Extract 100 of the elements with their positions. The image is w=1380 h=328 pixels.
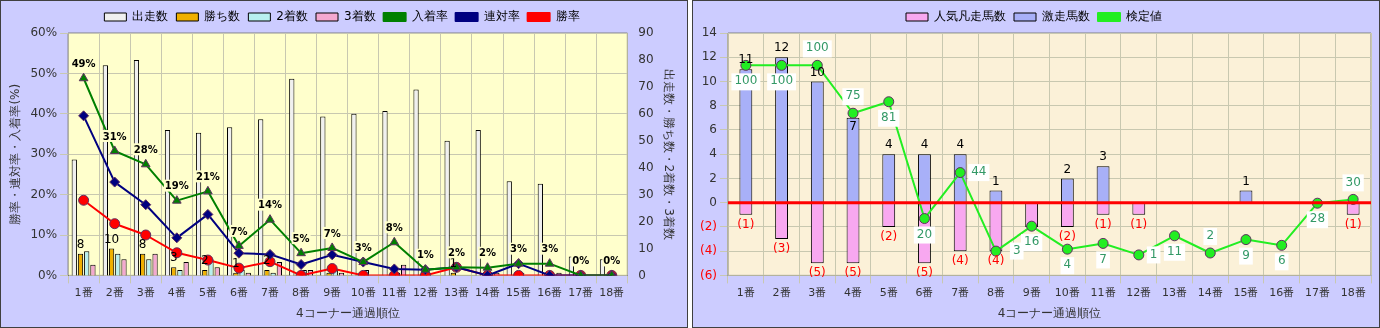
y2-tick-label: 30	[638, 186, 654, 201]
legend-label: 検定値	[1126, 9, 1162, 24]
data-label: 28	[1309, 211, 1326, 226]
x-tick-label: 12番	[412, 285, 438, 299]
data-label: 0%	[603, 254, 621, 266]
data-label: 7	[849, 118, 857, 133]
y-tick-label: 10	[701, 73, 717, 88]
y-tick-label: 30%	[30, 146, 58, 161]
data-label: 11	[1166, 243, 1183, 258]
data-label: (5)	[844, 265, 862, 280]
data-label: 44	[971, 164, 987, 179]
x-tick-label: 17番	[1304, 285, 1330, 299]
x-tick-label: 1番	[74, 285, 93, 299]
data-label: 8	[76, 236, 85, 251]
x-tick-label: 9番	[1022, 285, 1041, 299]
data-label: 49%	[71, 57, 96, 69]
data-label: (1)	[1344, 216, 1362, 231]
data-label: 1	[449, 255, 458, 270]
data-label: 16	[1024, 234, 1040, 249]
x-tick-label: 14番	[475, 285, 501, 299]
x-tick-label: 8番	[292, 285, 311, 299]
y2-tick-label: 80	[638, 52, 654, 67]
x-tick-label: 18番	[599, 285, 625, 299]
data-label: 8%	[385, 221, 403, 233]
x-tick-label: 8番	[986, 285, 1005, 299]
x-tick-label: 2番	[772, 285, 791, 299]
legend-label: 勝率	[555, 9, 580, 24]
y2-tick-label: 60	[638, 105, 654, 120]
y-tick-label: 50%	[30, 65, 58, 80]
data-label: 3	[1012, 242, 1021, 257]
legend-label: 激走馬数	[1042, 9, 1090, 24]
data-label: 30	[1345, 174, 1361, 189]
data-label: 19%	[164, 180, 189, 192]
data-label: 1	[1149, 246, 1158, 261]
x-tick-label: 9番	[323, 285, 342, 299]
legend-label: 3着数	[344, 9, 376, 24]
y-tick-label: 8	[709, 97, 717, 112]
y2-tick-label: 40	[638, 159, 654, 174]
x-tick-label: 11番	[381, 285, 407, 299]
data-label: 6	[1277, 253, 1286, 268]
data-label: (2)	[1058, 229, 1076, 244]
data-label: 5%	[292, 232, 310, 244]
data-label: 1	[1242, 173, 1250, 188]
x-tick-label: 7番	[951, 285, 970, 299]
x-tick-label: 16番	[1269, 285, 1295, 299]
y-tick-label: 40%	[30, 105, 58, 120]
x-tick-label: 18番	[1340, 285, 1366, 299]
x-tick-label: 1番	[736, 285, 755, 299]
y2-tick-label: 70	[638, 78, 654, 93]
data-label: (1)	[1130, 216, 1148, 231]
data-label: 20	[916, 226, 933, 241]
y-tick-label: 4	[709, 146, 717, 161]
data-label: 12	[773, 40, 790, 55]
legend-label: 人気凡走馬数	[934, 9, 1006, 24]
data-label: 1%	[416, 249, 434, 261]
x-tick-label: 5番	[879, 285, 898, 299]
data-label: 2	[1063, 161, 1072, 176]
data-label: (4)	[987, 253, 1005, 268]
legend-label: 連対率	[483, 9, 520, 24]
y-tick-label: 12	[701, 49, 717, 64]
data-label: (1)	[737, 216, 755, 231]
data-label: 100	[734, 73, 758, 88]
x-tick-label: 5番	[198, 285, 217, 299]
data-label: 3%	[510, 243, 528, 255]
data-label: 4	[1063, 257, 1072, 272]
data-label: (5)	[915, 265, 933, 280]
data-label: 2	[1206, 228, 1215, 243]
y-tick-label: (6)	[700, 267, 717, 282]
y-tick-label: 0	[709, 194, 717, 209]
y-tick-label: 6	[709, 122, 717, 137]
y2-tick-label: 50	[638, 132, 654, 147]
legend-label: 出走数	[132, 9, 169, 24]
y-tick-label: 14	[701, 25, 717, 40]
x-tick-label: 15番	[506, 285, 532, 299]
x-tick-label: 3番	[808, 285, 827, 299]
data-label: 7%	[230, 225, 248, 237]
x-tick-label: 10番	[1054, 285, 1080, 299]
y2-axis-title: 出走数・勝ち数・2着数・3着数	[661, 68, 676, 240]
data-label: 21%	[195, 170, 220, 182]
x-tick-label: 4番	[844, 285, 863, 299]
y2-tick-label: 10	[638, 240, 654, 255]
data-label: 31%	[102, 130, 127, 142]
data-label: 7	[1099, 251, 1107, 266]
data-label: (3)	[773, 241, 791, 256]
data-label: 100	[805, 40, 829, 55]
x-tick-label: 12番	[1126, 285, 1152, 299]
x-tick-label: 13番	[443, 285, 469, 299]
x-axis-title: 4コーナー通過順位	[295, 305, 400, 320]
data-label: 4	[884, 137, 893, 152]
x-tick-label: 3番	[136, 285, 155, 299]
y-tick-label: (4)	[700, 243, 717, 258]
x-tick-label: 6番	[229, 285, 248, 299]
data-label: 1	[992, 173, 1000, 188]
data-label: (4)	[951, 253, 969, 268]
x-tick-label: 11番	[1090, 285, 1116, 299]
data-label: 0%	[572, 254, 590, 266]
y-tick-label: 10%	[30, 227, 58, 242]
data-label: 11	[738, 52, 754, 67]
y-tick-label: 0%	[38, 267, 58, 282]
data-label: (5)	[808, 265, 826, 280]
